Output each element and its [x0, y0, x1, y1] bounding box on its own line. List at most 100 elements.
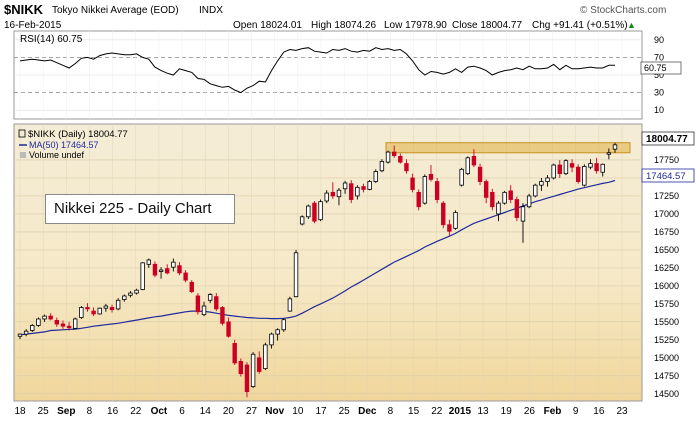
- candle-body: [183, 272, 188, 281]
- candle-body: [582, 166, 587, 186]
- candle-body: [465, 157, 470, 175]
- price-tick-label: 17250: [654, 191, 679, 201]
- price-tick-label: 17750: [654, 155, 679, 165]
- candle-body: [312, 202, 317, 222]
- legend-volume-swatch: [20, 152, 26, 158]
- candle-body: [398, 155, 403, 163]
- candle-body: [146, 259, 152, 265]
- candle-body: [79, 307, 84, 318]
- date-label: 16-Feb-2015: [4, 20, 62, 31]
- candle-body: [379, 161, 385, 172]
- candle-body: [385, 151, 391, 163]
- candle-body: [575, 166, 581, 182]
- candle-body: [410, 177, 415, 190]
- legend-volume: Volume undef: [29, 150, 85, 160]
- rsi-tick-label: 70: [654, 52, 664, 62]
- x-tick-label: 8: [87, 406, 93, 417]
- candle-body: [508, 190, 513, 200]
- legend-price: $NIKK (Daily) 18004.77: [28, 129, 128, 140]
- rsi-tick-label: 50: [654, 70, 664, 80]
- legend-ma: MA(50) 17464.57: [29, 140, 99, 150]
- candle-body: [606, 152, 612, 155]
- x-tick-label: 19: [501, 406, 513, 417]
- x-axis: 18 25 Sep 8 16 22 Oct 6 14 20 27 Nov 10 17 25 Dec 8 15 22 2…: [14, 406, 628, 417]
- x-tick-label: 9: [573, 406, 579, 417]
- candle-body: [97, 307, 102, 315]
- candle-body: [349, 183, 354, 200]
- price-tick-label: 14500: [654, 389, 679, 399]
- x-tick-label: Nov: [265, 406, 284, 417]
- candlesticks: [17, 142, 618, 398]
- candle-body: [42, 315, 47, 320]
- x-tick-label: Sep: [57, 406, 75, 417]
- candle-body: [434, 181, 440, 200]
- candle-body: [134, 289, 139, 294]
- candle-body: [30, 325, 35, 331]
- candle-body: [416, 191, 421, 208]
- candle-body: [238, 361, 244, 375]
- x-tick-label: Oct: [151, 406, 168, 417]
- copyright-label: © StockCharts.com: [580, 5, 666, 16]
- price-tick-label: 16250: [654, 263, 679, 273]
- x-tick-label: Dec: [358, 406, 377, 417]
- x-tick-label: 8: [388, 406, 394, 417]
- candle-body: [36, 318, 41, 326]
- candle-body: [477, 166, 483, 182]
- candle-body: [293, 252, 299, 298]
- price-tick-label: 15250: [654, 335, 679, 345]
- change-value: Chg +91.41 (+0.51%): [532, 20, 628, 31]
- low-value: Low 17978.90: [384, 20, 447, 31]
- candle-body: [232, 343, 237, 364]
- candle-body: [109, 307, 115, 311]
- x-tick-label: 18: [14, 406, 26, 417]
- candle-body: [306, 205, 311, 218]
- candle-body: [612, 144, 618, 150]
- x-tick-label: 22: [431, 406, 443, 417]
- x-tick-label: 16: [107, 406, 119, 417]
- candle-body: [441, 202, 446, 226]
- price-tick-label: 14750: [654, 371, 679, 381]
- candle-body: [342, 182, 348, 190]
- x-tick-label: 15: [408, 406, 420, 417]
- candle-body: [140, 262, 145, 290]
- candle-body: [539, 181, 544, 186]
- x-tick-label: 22: [130, 406, 142, 417]
- candle-body: [48, 315, 53, 320]
- candle-body: [545, 177, 550, 182]
- chart-annotation: Nikkei 225 - Daily Chart: [45, 194, 235, 224]
- price-tick-label: 15750: [654, 299, 679, 309]
- x-tick-label: Feb: [544, 406, 562, 417]
- rsi-axis: 90 70 50 30 10: [654, 35, 664, 115]
- candle-body: [453, 212, 458, 229]
- symbol-label: $NIKK: [4, 2, 44, 17]
- candle-body: [122, 295, 127, 300]
- candle-body: [361, 186, 366, 190]
- candle-body: [128, 292, 133, 296]
- candle-body: [490, 191, 495, 208]
- candle-body: [152, 263, 158, 276]
- candle-body: [275, 329, 280, 335]
- candle-body: [23, 330, 29, 335]
- candle-body: [447, 224, 452, 232]
- x-tick-label: 10: [292, 406, 304, 417]
- price-tick-label: 15500: [654, 317, 679, 327]
- candle-body: [391, 151, 397, 157]
- candle-body: [214, 296, 219, 310]
- candle-body: [569, 163, 575, 168]
- candle-body: [91, 310, 96, 315]
- candle-body: [263, 344, 268, 370]
- candle-body: [244, 364, 250, 393]
- candle-body: [324, 192, 329, 202]
- open-value: Open 18024.01: [233, 20, 302, 31]
- candle-body: [226, 321, 231, 337]
- x-tick-label: 13: [478, 406, 490, 417]
- candle-body: [299, 216, 305, 225]
- rsi-line: [19, 47, 615, 94]
- candle-body: [103, 305, 109, 309]
- close-value: Close 18004.77: [452, 20, 522, 31]
- candle-body: [588, 163, 593, 168]
- x-tick-label: 23: [616, 406, 628, 417]
- candle-body: [428, 173, 434, 180]
- candle-body: [551, 164, 556, 179]
- candle-body: [533, 184, 538, 197]
